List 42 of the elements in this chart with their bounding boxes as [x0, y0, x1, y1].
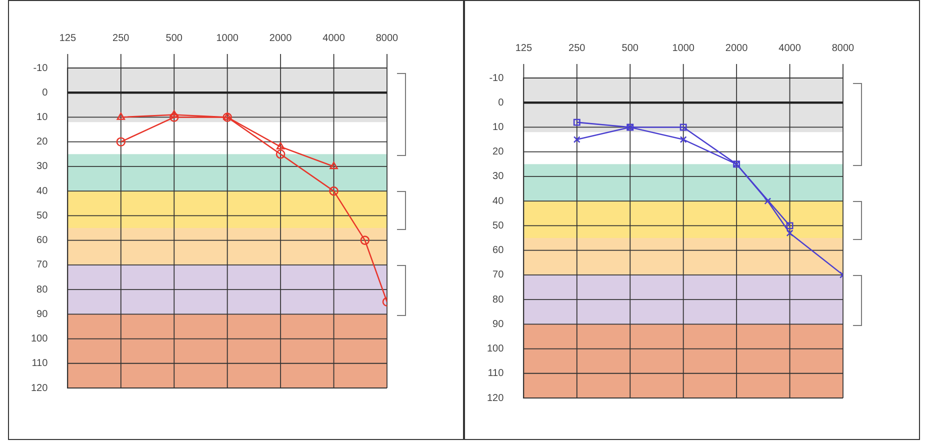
y-tick-label: -10	[33, 62, 48, 74]
x-tick-label: 1000	[672, 42, 695, 54]
y-tick-label: 110	[488, 368, 504, 380]
y-tick-label: 70	[36, 260, 48, 271]
y-tick-label: 120	[30, 382, 48, 394]
y-tick-label: 20	[36, 136, 48, 148]
x-tick-label: 8000	[376, 32, 399, 44]
y-tick-label: 40	[492, 196, 504, 207]
y-tick-label: 60	[492, 245, 504, 256]
x-tick-label: 8000	[832, 42, 855, 54]
y-tick-label: 80	[492, 294, 504, 306]
y-tick-label: 50	[36, 210, 48, 222]
y-tick-label: 100	[486, 344, 504, 355]
x-tick-label: 125	[59, 32, 76, 44]
x-tick-label: 4000	[778, 42, 802, 54]
y-tick-label: -10	[489, 72, 504, 84]
y-tick-label: 20	[492, 146, 504, 158]
y-tick-label: 30	[492, 171, 504, 182]
y-tick-label: 50	[492, 220, 504, 232]
y-tick-label: 110	[32, 358, 48, 370]
x-tick-label: 2000	[269, 32, 292, 44]
y-tick-label: 10	[36, 112, 48, 123]
y-tick-label: 120	[486, 392, 504, 404]
y-tick-label: 90	[492, 318, 504, 330]
y-tick-label: 0	[42, 87, 48, 98]
x-tick-label: 250	[112, 32, 130, 44]
y-tick-label: 40	[36, 186, 48, 197]
x-tick-label: 250	[568, 42, 586, 54]
y-tick-label: 80	[36, 284, 48, 296]
x-tick-label: 4000	[322, 32, 346, 44]
y-tick-label: 100	[30, 334, 48, 345]
x-tick-label: 1000	[216, 32, 239, 44]
x-tick-label: 500	[622, 42, 639, 54]
y-tick-label: 30	[36, 161, 48, 172]
x-tick-label: 125	[515, 42, 532, 54]
y-tick-label: 10	[492, 122, 504, 133]
y-tick-label: 70	[492, 270, 504, 281]
y-tick-label: 90	[36, 308, 48, 320]
y-tick-label: 0	[498, 97, 504, 108]
y-tick-label: 60	[36, 235, 48, 246]
x-tick-label: 500	[166, 32, 183, 44]
x-tick-label: 2000	[725, 42, 748, 54]
